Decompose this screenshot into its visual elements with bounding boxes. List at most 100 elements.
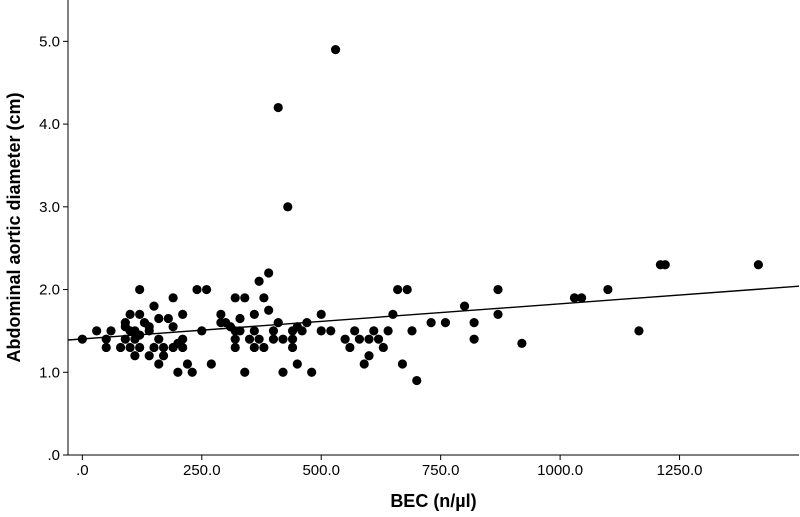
data-point [115, 342, 126, 353]
data-point [493, 284, 503, 295]
data-point [77, 334, 87, 344]
data-point [235, 313, 245, 324]
data-point [168, 322, 178, 332]
data-point [388, 309, 398, 319]
x-tick-label: 750.0 [422, 462, 460, 479]
data-point [302, 318, 312, 328]
data-point [135, 342, 145, 353]
x-tick-label: 1000.0 [537, 462, 583, 479]
data-point [120, 334, 130, 344]
data-point [264, 305, 274, 315]
data-point [178, 334, 188, 344]
data-point [154, 334, 164, 344]
data-point [440, 318, 451, 328]
data-points [77, 45, 763, 386]
data-point [330, 45, 341, 55]
data-point [230, 334, 240, 344]
data-point [402, 284, 412, 295]
data-point [144, 351, 154, 361]
data-point [753, 260, 763, 270]
data-point [359, 359, 369, 369]
data-point [316, 326, 326, 336]
data-point [469, 318, 479, 328]
data-point [517, 338, 527, 348]
data-point [206, 359, 216, 369]
data-point [173, 367, 183, 377]
data-point [326, 326, 336, 336]
data-point [125, 342, 135, 353]
data-point [235, 326, 245, 336]
data-point [92, 326, 102, 336]
data-point [182, 359, 193, 369]
y-tick-label: 5.0 [39, 33, 60, 50]
data-point [268, 326, 279, 336]
data-point [316, 309, 326, 319]
data-point [345, 342, 355, 353]
data-point [469, 334, 479, 344]
data-point [383, 326, 393, 336]
data-point [101, 342, 111, 353]
data-point [577, 293, 587, 303]
data-point [426, 318, 436, 328]
data-point [154, 313, 164, 324]
data-point [259, 293, 269, 303]
data-point [106, 326, 116, 336]
data-point [158, 351, 169, 361]
data-point [364, 351, 374, 361]
data-point [254, 334, 264, 344]
y-tick-label: 4.0 [39, 116, 60, 133]
data-point [254, 276, 264, 286]
data-point [459, 301, 470, 311]
data-point [178, 309, 188, 319]
data-point [201, 284, 212, 295]
data-point [197, 326, 207, 336]
data-point [292, 359, 302, 369]
data-point [187, 367, 197, 377]
y-tick-label: 2.0 [39, 282, 60, 299]
data-point [230, 293, 240, 303]
x-tick-label: 500.0 [302, 462, 340, 479]
data-point [130, 351, 140, 361]
data-point [192, 284, 202, 295]
data-point [101, 334, 111, 344]
data-point [287, 334, 298, 344]
y-tick-label: 3.0 [39, 199, 60, 216]
data-point [378, 342, 388, 353]
data-point [240, 367, 250, 377]
data-point [244, 334, 255, 344]
data-point [264, 268, 274, 278]
data-point [634, 326, 644, 336]
x-tick-label: 1250.0 [657, 462, 703, 479]
data-point [493, 309, 503, 319]
data-point [393, 284, 403, 295]
data-point [364, 334, 374, 344]
data-point [178, 342, 188, 353]
data-point [249, 309, 259, 319]
data-point [168, 293, 178, 303]
fit-line [67, 285, 800, 341]
data-point [230, 342, 240, 353]
x-axis-title: BEC (n/µl) [390, 491, 476, 511]
data-point [149, 342, 159, 353]
data-point [144, 322, 154, 332]
data-point [278, 334, 288, 344]
data-point [240, 293, 250, 303]
data-point [125, 309, 135, 319]
data-point [278, 367, 288, 377]
data-point [297, 326, 307, 336]
data-point [259, 342, 269, 353]
data-point [135, 330, 145, 340]
data-point [660, 260, 670, 270]
data-point [569, 293, 580, 303]
data-point [249, 326, 259, 336]
data-point [350, 326, 360, 336]
data-point [354, 334, 365, 344]
data-point [603, 284, 613, 295]
data-point [307, 367, 317, 377]
x-tick-label: .0 [76, 462, 89, 479]
data-point [397, 359, 408, 369]
axes [67, 0, 799, 456]
data-point [268, 334, 279, 344]
data-point [249, 342, 259, 353]
data-point [135, 284, 145, 295]
